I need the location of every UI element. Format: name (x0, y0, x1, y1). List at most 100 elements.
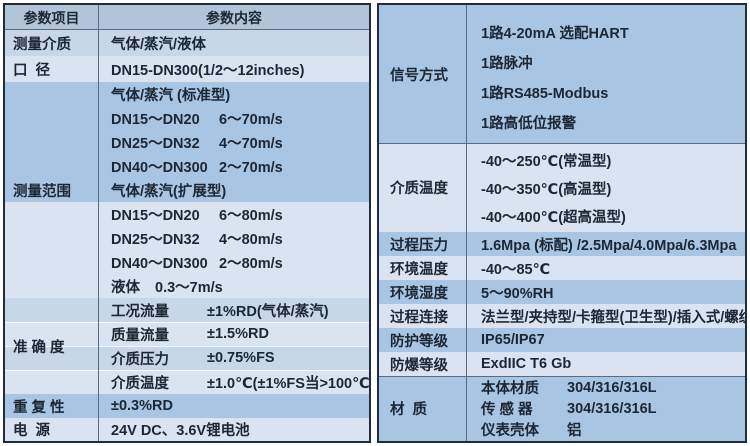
spec-value: 铝 (567, 423, 582, 439)
spec-row-lines: ExdIIC T6 Gb (379, 352, 745, 376)
spec-sub-label: 介质压力 (111, 351, 169, 368)
spec-value: 304/316/316L (567, 379, 657, 396)
spec-row-group: 重 复 性 ±0.3%RD (5, 394, 369, 418)
spec-sub-label: 液体 (111, 279, 140, 296)
spec-line: -40～85℃ (379, 256, 745, 280)
spec-sub-label: DN40～DN300 (111, 159, 208, 176)
spec-line: 1路脉冲 (379, 47, 745, 77)
spec-line: 1.6Mpa (标配) /2.5Mpa/4.0Mpa/6.3Mpa (379, 232, 745, 256)
spec-row-lines: 气体/蒸汽 (标准型) DN15～DN20 6～70m/s DN25～DN32 4～70… (5, 82, 369, 298)
spec-value: ±1%RD(气体/蒸汽) (207, 303, 329, 320)
spec-row-label: 环境温度 (379, 256, 467, 280)
spec-row-lines: -40～85℃ (379, 256, 745, 280)
spec-row-group: 介质温度 -40～250℃(常温型) -40～350℃(高温型) -40～400℃(超… (379, 143, 745, 232)
spec-row-lines: 气体/蒸汽/液体 (5, 30, 369, 56)
spec-line: -40～250℃(常温型) (379, 146, 745, 174)
spec-line: DN25～DN32 4～70m/s (5, 130, 369, 154)
spec-row-label: 过程连接 (379, 304, 467, 328)
spec-line: -40～350℃(高温型) (379, 174, 745, 202)
spec-sub-label: DN40～DN300 (111, 255, 208, 272)
spec-line: 质量流量 ±1.5%RD (5, 322, 369, 346)
spec-value: 4～80m/s (219, 231, 283, 248)
parameters-table-right: 信号方式 1路4-20mA 选配HART 1路脉冲 1路RS485-Modbus 1路高… (377, 3, 747, 443)
spec-row-label: 介质温度 (379, 143, 467, 232)
spec-line: 5～90%RH (379, 280, 745, 304)
spec-row-lines: DN15-DN300(1/2～12inches) (5, 56, 369, 82)
spec-row-group: 防爆等级 ExdIIC T6 Gb (379, 352, 745, 376)
spec-value: ±1.0℃(±1%FS当>100℃时) (207, 375, 371, 392)
spec-line: 介质温度 ±1.0℃(±1%FS当>100℃时) (5, 370, 369, 394)
left-table-body: 测量介质 气体/蒸汽/液体口 径 DN15-DN300(1/2～12inches) 测… (5, 30, 369, 441)
spec-sub-label: 介质温度 (111, 375, 169, 392)
spec-line: IP65/IP67 (379, 328, 745, 352)
spec-row-group: 环境温度 -40～85℃ (379, 256, 745, 280)
spec-value: ±1.5%RD (207, 326, 269, 342)
header-cell-parameter-item: 参数项目 (5, 5, 99, 30)
spec-line: -40～400℃(超高温型) (379, 202, 745, 230)
spec-line: 气体/蒸汽(扩展型) (5, 178, 369, 202)
spec-line: 1路4-20mA 选配HART (379, 17, 745, 47)
spec-row-group: 信号方式 1路4-20mA 选配HART 1路脉冲 1路RS485-Modbus 1路高… (379, 5, 745, 143)
spec-row-label: 电 源 (5, 418, 99, 441)
header-cell-parameter-content: 参数内容 (206, 9, 262, 26)
spec-row-lines: 5～90%RH (379, 280, 745, 304)
spec-row-lines: 1路4-20mA 选配HART 1路脉冲 1路RS485-Modbus 1路高低位报警 (379, 5, 745, 143)
spec-row-lines: 法兰型/夹持型/卡箍型(卫生型)/插入式/螺纹型 (379, 304, 745, 328)
spec-row-group: 电 源 24V DC、3.6V锂电池 (5, 418, 369, 441)
spec-line: 24V DC、3.6V锂电池 (5, 418, 369, 441)
spec-row-group: 环境湿度 5～90%RH (379, 280, 745, 304)
spec-line: DN25～DN32 4～80m/s (5, 226, 369, 250)
spec-row-label: 重 复 性 (5, 394, 99, 418)
spec-line: 液体 0.3～7m/s (5, 274, 369, 298)
spec-line: 仪表壳体 铝 (379, 419, 745, 440)
spec-line: 气体/蒸汽/液体 (5, 30, 369, 56)
spec-row-label: 测量范围 (5, 82, 99, 298)
spec-row-group: 过程压力 1.6Mpa (标配) /2.5Mpa/4.0Mpa/6.3Mpa (379, 232, 745, 256)
spec-row-label: 测量介质 (5, 30, 99, 56)
spec-row-lines: -40～250℃(常温型) -40～350℃(高温型) -40～400℃(超高温型) (379, 143, 745, 232)
spec-line: DN40～DN300 2～80m/s (5, 250, 369, 274)
spec-value: 0.3～7m/s (155, 279, 223, 296)
spec-sub-label: 传 感 器 (481, 402, 533, 418)
spec-row-lines: ±0.3%RD (5, 394, 369, 418)
spec-value: 6～80m/s (219, 207, 283, 224)
spec-row-group: 防护等级 IP65/IP67 (379, 328, 745, 352)
spec-row-label: 过程压力 (379, 232, 467, 256)
spec-line: ExdIIC T6 Gb (379, 352, 745, 376)
spec-line: 1路高低位报警 (379, 107, 745, 137)
spec-row-label: 信号方式 (379, 5, 467, 143)
spec-row-label: 口 径 (5, 56, 99, 82)
spec-sub-label: DN15～DN20 (111, 111, 200, 128)
spec-sub-label: 工况流量 (111, 303, 169, 320)
spec-line: 气体/蒸汽 (标准型) (5, 82, 369, 106)
spec-row-group: 材 质本体材质 304/316/316L 传 感 器 304/316/316L 仪表壳体… (379, 376, 745, 441)
spec-line: 本体材质 304/316/316L (379, 377, 745, 398)
spec-value: 304/316/316L (567, 400, 657, 417)
spec-line: 介质压力 ±0.75%FS (5, 346, 369, 370)
spec-row-group: 准 确 度工况流量 ±1%RD(气体/蒸汽) 质量流量 ±1.5%RD 介质压力 ±0.7… (5, 298, 369, 394)
spec-row-group: 口 径 DN15-DN300(1/2～12inches) (5, 56, 369, 82)
spec-value: 2～80m/s (219, 255, 283, 272)
spec-row-group: 测量介质 气体/蒸汽/液体 (5, 30, 369, 56)
spec-row-group: 过程连接 法兰型/夹持型/卡箍型(卫生型)/插入式/螺纹型 (379, 304, 745, 328)
spec-sub-label: 质量流量 (111, 327, 169, 344)
spec-line: DN15-DN300(1/2～12inches) (5, 56, 369, 82)
spec-line: 1路RS485-Modbus (379, 77, 745, 107)
spec-row-label: 准 确 度 (5, 298, 99, 394)
spec-row-label: 防爆等级 (379, 352, 467, 376)
spec-line: DN40～DN300 2～70m/s (5, 154, 369, 178)
spec-sub-label: DN25～DN32 (111, 231, 200, 248)
spec-row-lines: 24V DC、3.6V锂电池 (5, 418, 369, 441)
spec-row-lines: 工况流量 ±1%RD(气体/蒸汽) 质量流量 ±1.5%RD 介质压力 ±0.75%FS 介… (5, 298, 369, 394)
spec-sub-label: DN25～DN32 (111, 135, 200, 152)
spec-row-group: 测量范围 气体/蒸汽 (标准型) DN15～DN20 6～70m/s DN25～DN32… (5, 82, 369, 298)
spec-line: DN15～DN20 6～70m/s (5, 106, 369, 130)
spec-row-lines: 本体材质 304/316/316L 传 感 器 304/316/316L 仪表壳体 铝 (379, 376, 745, 441)
spec-line: 工况流量 ±1%RD(气体/蒸汽) (5, 298, 369, 322)
spec-sub-label: 仪表壳体 (481, 423, 539, 439)
spec-line: DN15～DN20 6～80m/s (5, 202, 369, 226)
spec-sub-label: DN15～DN20 (111, 207, 200, 224)
spec-sub-label: 本体材质 (481, 381, 539, 397)
spec-row-lines: 1.6Mpa (标配) /2.5Mpa/4.0Mpa/6.3Mpa (379, 232, 745, 256)
spec-row-label: 防护等级 (379, 328, 467, 352)
